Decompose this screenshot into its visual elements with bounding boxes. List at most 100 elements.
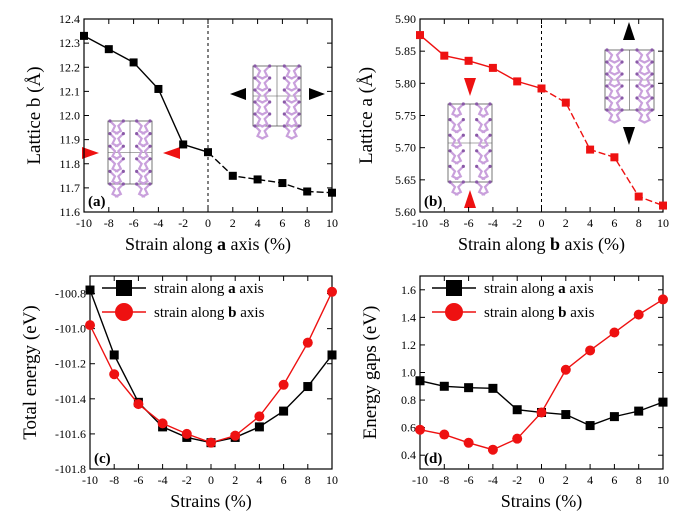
y-tick-label: 12.4	[59, 12, 80, 26]
y-tick-label: 1.0	[401, 366, 416, 380]
y-axis-label: Energy gaps (eV)	[360, 306, 381, 440]
molecule-atom	[148, 169, 152, 173]
molecule-bond	[643, 84, 654, 100]
molecule-atom	[297, 64, 301, 68]
data-point-square	[303, 187, 312, 196]
molecule-atom	[148, 182, 152, 186]
molecule-atom	[121, 182, 125, 186]
x-tick-label: -10	[412, 216, 428, 230]
compress-arrow-bottom-icon	[464, 190, 476, 208]
molecule-bond	[448, 134, 459, 149]
molecule-atom	[605, 72, 609, 76]
y-tick-label: -101.2	[55, 357, 86, 371]
x-tick-label: -10	[82, 473, 98, 487]
compress-arrow-left-icon	[82, 147, 99, 159]
legend-label: strain along b axis	[154, 305, 265, 321]
x-tick-label: 2	[563, 473, 569, 487]
molecule-bond	[475, 149, 486, 165]
x-axis-label: Strain along a axis (%)	[125, 234, 291, 255]
data-point-circle	[302, 337, 313, 348]
molecule-bond	[135, 157, 146, 173]
y-tick-label: -101.0	[55, 322, 86, 336]
molecule-atom	[635, 108, 639, 112]
molecule-atom	[108, 157, 112, 161]
panel-c-total-energy-chart: -10 -8 -6 -4 -2 0 2 4 6 8 10 -101.8 -101.6 -101.4 -101…	[20, 275, 338, 512]
molecule-bond	[283, 124, 293, 140]
x-tick-label: -8	[109, 473, 119, 487]
molecule-bond	[475, 134, 486, 149]
molecule-atom	[448, 133, 452, 137]
y-tick-label: 0.8	[401, 393, 416, 407]
molecule-atom	[268, 64, 272, 68]
molecule-atom	[448, 149, 452, 153]
data-point-square	[228, 171, 237, 180]
x-tick-label: -10	[76, 216, 92, 230]
data-point-square	[278, 179, 287, 188]
molecule-atom	[635, 84, 639, 88]
data-point-square	[586, 145, 595, 154]
panel-d-energy-gaps-chart: -10 -8 -6 -4 -2 0 2 4 6 8 10 0.4 0.6 0.8 1.0 1.2 1.4 1.6 S…	[360, 275, 669, 512]
molecule-bond	[141, 119, 152, 135]
molecule-bond	[253, 100, 264, 116]
molecule-atom	[461, 102, 465, 106]
molecule-atom	[605, 96, 609, 100]
molecule-bond	[613, 72, 624, 88]
molecule-atom	[461, 118, 465, 122]
molecule-inset-left	[107, 119, 153, 198]
series-line	[419, 380, 664, 427]
data-point-square	[537, 84, 546, 93]
y-tick-label: 12.0	[59, 109, 80, 123]
data-point-circle	[109, 369, 120, 380]
data-point-circle	[487, 444, 498, 455]
x-tick-label: 6	[611, 473, 617, 487]
x-tick-label: 8	[636, 473, 642, 487]
data-point-square	[104, 45, 113, 54]
y-tick-label: 1.6	[401, 283, 416, 297]
data-point-square	[585, 421, 595, 431]
data-point-square	[634, 406, 644, 416]
x-tick-label: 0	[539, 216, 545, 230]
x-tick-label: 6	[279, 216, 285, 230]
molecule-bond	[613, 84, 624, 100]
molecule-bond	[114, 170, 125, 185]
data-point-square	[416, 31, 424, 40]
molecule-bond	[283, 64, 293, 80]
molecule-atom	[475, 133, 479, 137]
y-tick-label: 5.80	[395, 76, 416, 90]
y-tick-label: -100.8	[55, 287, 86, 301]
molecule-bond	[253, 112, 264, 128]
x-tick-label: -2	[512, 473, 522, 487]
molecule-inset-left	[447, 102, 493, 196]
molecule-atom	[635, 60, 639, 64]
data-point-circle	[658, 294, 668, 305]
molecule-atom	[448, 102, 452, 106]
x-axis-label: Strains (%)	[501, 491, 582, 512]
molecule-atom	[605, 108, 609, 112]
molecule-bond	[643, 108, 654, 124]
x-tick-label: 2	[230, 216, 236, 230]
molecule-atom	[475, 149, 479, 153]
x-tick-label: -6	[129, 216, 139, 230]
data-point-square	[464, 56, 473, 65]
molecule-atom	[135, 132, 139, 136]
molecule-atom	[253, 100, 257, 104]
y-tick-label: 5.90	[395, 12, 416, 26]
data-point-circle	[536, 407, 547, 418]
molecule-bond	[481, 165, 492, 180]
data-point-square	[129, 58, 138, 67]
molecule-atom	[297, 100, 301, 104]
molecule-bond	[605, 84, 616, 100]
data-point-square	[658, 397, 668, 407]
molecule-atom	[135, 182, 139, 186]
x-tick-label: 0	[539, 473, 545, 487]
x-tick-label: 10	[657, 216, 669, 230]
molecule-atom	[253, 88, 257, 92]
molecule-atom	[475, 102, 479, 106]
data-point-square	[464, 383, 474, 393]
molecule-atom	[148, 144, 152, 148]
x-tick-label: -6	[464, 473, 474, 487]
molecule-atom	[121, 157, 125, 161]
molecule-bond	[108, 170, 119, 185]
molecule-atom	[108, 169, 112, 173]
x-tick-label: 8	[304, 216, 310, 230]
